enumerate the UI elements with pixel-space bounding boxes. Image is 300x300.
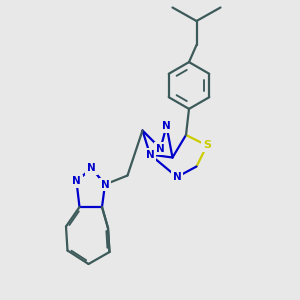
- Text: S: S: [203, 140, 211, 151]
- Text: N: N: [87, 163, 96, 173]
- Text: N: N: [172, 172, 182, 182]
- Text: N: N: [162, 121, 171, 131]
- Text: N: N: [146, 149, 154, 160]
- Text: N: N: [72, 176, 81, 187]
- Text: N: N: [100, 179, 109, 190]
- Text: N: N: [156, 143, 165, 154]
